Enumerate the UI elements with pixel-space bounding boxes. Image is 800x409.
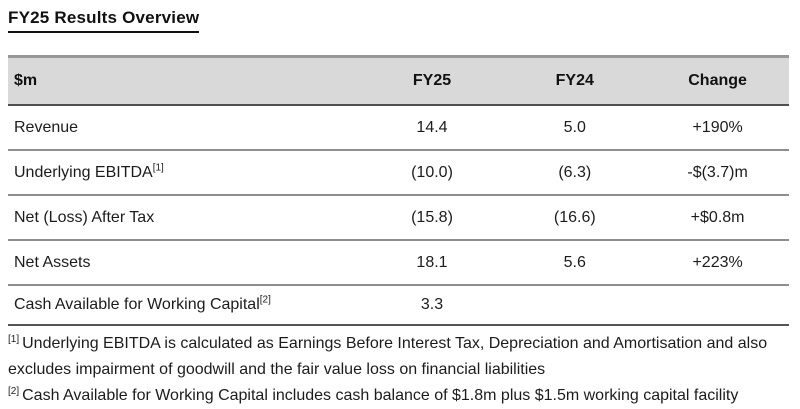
results-table-header: $m FY25 FY24 Change [8, 56, 789, 106]
footnotes: [1] Underlying EBITDA is calculated as Ea… [8, 331, 794, 409]
table-row: Underlying EBITDA[1] (10.0) (6.3) -$(3.7)m [8, 150, 789, 196]
cell-label: Cash Available for Working Capital[2] [8, 285, 361, 325]
footnote-text: Cash Available for Working Capital inclu… [22, 387, 739, 404]
cell-change: +223% [646, 240, 789, 286]
table-header-row: $m FY25 FY24 Change [8, 56, 789, 106]
footnote-marker: [1] [8, 333, 20, 345]
footnote: [2] Cash Available for Working Capital in… [8, 383, 794, 409]
cell-label: Net (Loss) After Tax [8, 195, 361, 241]
column-header-fy24: FY24 [503, 56, 647, 106]
cell-fy25: (15.8) [360, 195, 504, 241]
cell-label: Underlying EBITDA[1] [8, 150, 361, 196]
cell-fy24: (6.3) [503, 150, 647, 196]
cell-change: +$0.8m [646, 195, 789, 241]
column-header-change: Change [646, 56, 789, 106]
cell-fy25: 14.4 [360, 105, 504, 151]
cell-fy24: (16.6) [503, 195, 647, 241]
column-header-fy25: FY25 [360, 56, 504, 106]
table-row: Revenue 14.4 5.0 +190% [8, 105, 789, 151]
footnote: [1] Underlying EBITDA is calculated as Ea… [8, 331, 794, 383]
footnote-marker: [2] [8, 385, 20, 397]
footnote-marker: [1] [152, 162, 164, 174]
cell-fy25: (10.0) [360, 150, 504, 196]
cell-fy25: 18.1 [360, 240, 504, 286]
cell-change [646, 285, 789, 325]
page-title: FY25 Results Overview [8, 8, 200, 33]
cell-label: Revenue [8, 105, 361, 151]
table-row: Net (Loss) After Tax (15.8) (16.6) +$0.8m [8, 195, 789, 241]
footnote-marker: [2] [259, 294, 271, 306]
column-header-m: $m [8, 56, 361, 106]
results-table-body: Revenue 14.4 5.0 +190% Underlying EBITDA[1](… [8, 105, 789, 325]
footnote-text: Underlying EBITDA is calculated as Earni… [8, 335, 768, 378]
cell-fy24: 5.6 [503, 240, 647, 286]
cell-fy25: 3.3 [360, 285, 504, 325]
cell-label: Net Assets [8, 240, 361, 286]
results-table: $m FY25 FY24 Change Revenue 14.4 5.0 +190% Unde… [8, 55, 789, 326]
cell-fy24: 5.0 [503, 105, 647, 151]
cell-change: +190% [646, 105, 789, 151]
cell-fy24 [503, 285, 647, 325]
table-row: Net Assets 18.1 5.6 +223% [8, 240, 789, 286]
cell-change: -$(3.7)m [646, 150, 789, 196]
table-row: Cash Available for Working Capital[2] 3.3 [8, 285, 789, 325]
